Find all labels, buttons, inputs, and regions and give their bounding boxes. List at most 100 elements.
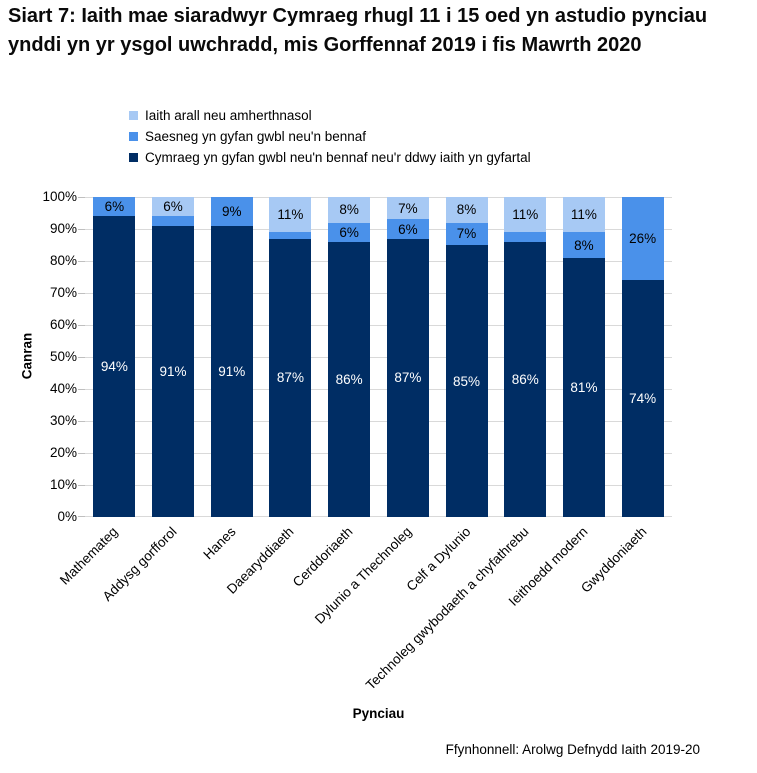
data-label: 8% [339,202,359,218]
data-label: 74% [629,391,657,407]
data-label: 9% [221,203,242,219]
bar-mathemateg: 94% 6% [93,197,136,517]
bar-segment [328,222,371,242]
bar-addysg-gorfforol: 91% 6% [152,197,195,517]
bar-segment [93,197,136,217]
y-tickmark-40 [78,389,85,390]
y-tick-label: 80% [49,253,77,268]
y-axis-ticks: 0% 10% 20% 30% 40% 50% 60% 70% 80% 90% 100% [0,189,77,524]
data-label: 6% [163,199,183,215]
data-label: 7% [456,226,477,242]
bar-cerddoriaeth: 86% 6% 8% [328,197,371,517]
legend-swatch [129,111,138,120]
bar-segment [152,225,195,517]
chart-title: Siart 7: Iaith mae siaradwyr Cymraeg rhu… [8,5,708,56]
bar-technoleg-gwybodaeth-a-chyfathrebu: 86% 11% [504,197,547,517]
y-tickmark-70 [78,293,85,294]
data-label: 91% [159,363,187,379]
y-tickmark-50 [78,357,85,358]
y-tickmark-80 [78,261,85,262]
gridline-90 [85,229,672,230]
y-tickmark-90 [78,229,85,230]
legend-item: Iaith arall neu amherthnasol [129,105,531,126]
y-tickmark-20 [78,453,85,454]
source-note: Ffynhonnell: Arolwg Defnydd Iaith 2019-2… [445,742,700,757]
gridline-80 [85,261,672,262]
bar-segment [269,232,312,239]
gridline-30 [85,421,672,422]
data-label: 11% [512,207,539,223]
data-label: 26% [629,231,657,247]
y-tick-label: 90% [49,221,77,236]
bar-daearyddiaeth: 87% 11% [269,197,312,517]
data-label: 6% [339,224,359,240]
gridline-60 [85,325,672,326]
y-tickmark-10 [78,485,85,486]
bar-segment [445,222,488,245]
bar-segment [562,232,605,258]
bar-segment [269,197,312,233]
data-label: 94% [100,359,128,375]
bar-segment [210,225,253,517]
y-tickmark-30 [78,421,85,422]
y-tick-label: 30% [49,413,77,428]
bar-segment [152,197,195,217]
data-label: 87% [394,370,422,386]
plot-area: 94% 6% 91% 6% 91% 9% 87% 11% 86% 6% 8% 87% 6% 7% 85% 7%… [78,197,672,517]
bar-segment [152,216,195,226]
bar-segment [386,219,429,239]
bar-segment [210,197,253,226]
data-label: 85% [453,373,481,389]
legend: Iaith arall neu amherthnasol Saesneg yn g… [129,105,531,168]
bar-segment [386,197,429,220]
y-tick-label: 100% [42,189,77,204]
gridline-100 [85,197,672,198]
data-label: 86% [335,371,363,387]
data-label: 86% [511,371,539,387]
gridline-0 [85,516,672,517]
bar-segment [328,197,371,223]
data-label: 81% [570,379,598,395]
legend-label: Cymraeg yn gyfan gwbl neu'n bennaf neu'r… [145,150,531,165]
data-label: 11% [277,207,304,223]
bar-celf-a-dylunio: 85% 7% 8% [445,197,488,517]
bar-ieithoedd-modern: 81% 8% 11% [562,197,605,517]
data-label: 11% [570,207,597,223]
data-label: 6% [104,199,125,215]
bar-segment [562,257,605,517]
legend-label: Saesneg yn gyfan gwbl neu'n bennaf [145,129,366,144]
bar-segment [504,197,547,233]
y-tick-label: 60% [49,317,77,332]
bar-segment [504,232,547,242]
gridline-40 [85,389,672,390]
y-tick-label: 0% [57,509,77,524]
y-tickmark-100 [78,197,85,198]
bar-segment [269,238,312,517]
bar-segment [93,216,136,517]
bar-segment [562,197,605,233]
bar-segment [386,238,429,517]
bar-gwyddoniaeth: 74% 26% [621,197,664,517]
bar-hanes: 91% 9% [210,197,253,517]
data-label: 6% [398,221,418,237]
bar-segment [621,197,664,281]
y-tick-label: 70% [49,285,77,300]
y-tick-label: 40% [49,381,77,396]
bar-segment [504,241,547,517]
legend-item: Cymraeg yn gyfan gwbl neu'n bennaf neu'r… [129,147,531,168]
legend-label: Iaith arall neu amherthnasol [145,108,312,123]
data-label: 91% [218,363,246,379]
data-label: 8% [574,237,594,253]
bar-segment [328,241,371,517]
data-label: 7% [398,200,418,216]
legend-item: Saesneg yn gyfan gwbl neu'n bennaf [129,126,531,147]
legend-swatch [129,153,138,162]
bar-segment [445,197,488,223]
y-tickmark-0 [78,516,85,517]
data-label: 87% [276,370,304,386]
y-tickmark-60 [78,325,85,326]
y-tick-label: 50% [49,349,77,364]
bar-segment [621,280,664,517]
bar-dylunio-a-thechnoleg: 87% 6% 7% [386,197,429,517]
